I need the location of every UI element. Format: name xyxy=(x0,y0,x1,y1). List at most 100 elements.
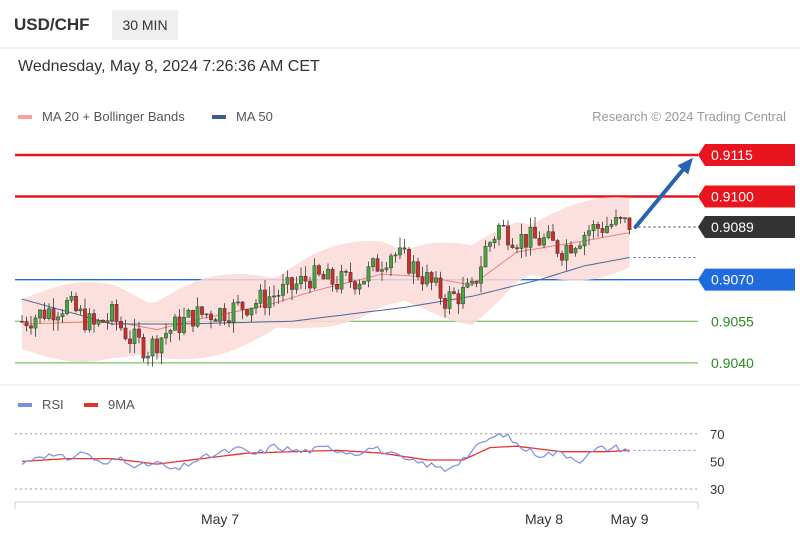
candle xyxy=(168,328,173,343)
candle xyxy=(492,236,497,249)
candle-body-bearish xyxy=(353,281,357,290)
candle-body-bearish xyxy=(524,234,528,248)
candle xyxy=(195,297,200,328)
rsi-tick-70: 70 xyxy=(710,427,724,442)
candle xyxy=(312,258,317,290)
price-legend: MA 20 + Bollinger Bands MA 50 xyxy=(18,109,273,124)
candle xyxy=(191,309,195,333)
candle-body-bearish xyxy=(330,268,335,285)
level-tag-bg xyxy=(698,185,795,208)
candle-body-bearish xyxy=(119,321,123,329)
candle xyxy=(578,242,582,250)
candle-body-bullish xyxy=(578,245,582,249)
timeframe-badge[interactable]: 30 MIN xyxy=(112,10,178,40)
candle-body-bearish xyxy=(402,247,407,250)
candle-body-bullish xyxy=(582,234,587,247)
candle xyxy=(528,217,533,256)
candle xyxy=(24,316,29,332)
candle-body-bullish xyxy=(146,355,150,359)
candle-body-bullish xyxy=(528,226,533,248)
candle xyxy=(393,252,398,263)
candle-body-bullish xyxy=(564,244,569,261)
candle-body-bearish xyxy=(20,321,24,323)
candle xyxy=(240,301,245,320)
candle xyxy=(321,270,326,280)
candle xyxy=(218,307,222,326)
legend-swatch-ma20 xyxy=(18,115,32,119)
candle xyxy=(254,299,258,315)
x-label-may8: May 8 xyxy=(525,511,563,527)
candle-body-bullish xyxy=(366,266,371,282)
candle-body-bullish xyxy=(380,269,384,272)
candle-body-bullish xyxy=(326,268,330,280)
candle xyxy=(42,302,47,321)
level-tag-0.9100: 0.9100 xyxy=(698,185,795,208)
candle-body-bearish xyxy=(213,319,218,322)
candle-body-bearish xyxy=(141,337,146,359)
candle xyxy=(609,219,614,229)
candle xyxy=(231,299,236,333)
candle-body-bearish xyxy=(560,253,564,261)
candle xyxy=(371,257,375,272)
legend-label-ma20: MA 20 + Bollinger Bands xyxy=(42,109,185,124)
candle-body-bullish xyxy=(267,296,272,309)
ma50-line xyxy=(21,257,630,325)
candle xyxy=(587,225,591,246)
x-label-may7: May 7 xyxy=(201,511,239,527)
candle-body-bearish xyxy=(74,295,78,312)
forecast-arrow-head xyxy=(677,157,693,175)
level-tag-text: 0.9055 xyxy=(711,313,754,329)
level-tag-text: 0.9040 xyxy=(711,355,754,371)
candle xyxy=(461,276,465,309)
candle xyxy=(447,285,452,315)
candle-body-bullish xyxy=(164,333,168,339)
candle-body-bullish xyxy=(281,284,285,296)
candle xyxy=(308,276,312,294)
chart-header: USD/CHF 30 MIN xyxy=(0,0,800,48)
forecast-arrow xyxy=(633,157,693,230)
candle xyxy=(186,308,191,318)
level-tag-bg xyxy=(698,143,795,166)
candle-body-bearish xyxy=(510,244,515,248)
candle-body-bullish xyxy=(186,309,191,318)
candle xyxy=(249,307,254,322)
candle-body-bullish xyxy=(231,302,236,323)
candle-body-bearish xyxy=(533,226,537,239)
candle-body-bullish xyxy=(605,226,609,233)
candle xyxy=(551,223,555,241)
candle xyxy=(222,303,227,326)
candle-body-bullish xyxy=(573,248,578,254)
candle-body-bearish xyxy=(515,247,519,249)
candle-body-bullish xyxy=(249,307,254,316)
candle xyxy=(65,297,69,316)
candle xyxy=(546,225,551,240)
candle xyxy=(438,271,443,305)
candle-body-bearish xyxy=(474,280,479,284)
candle xyxy=(87,308,92,333)
candle xyxy=(209,310,213,329)
candle xyxy=(555,239,560,258)
candle-body-bullish xyxy=(204,313,209,316)
candle-body-bullish xyxy=(542,237,546,246)
candle-body-bullish xyxy=(497,225,501,240)
candle xyxy=(416,257,420,281)
candles xyxy=(20,209,632,367)
candle-body-bearish xyxy=(627,217,632,230)
candle-body-bearish xyxy=(438,277,443,299)
candle-body-bullish xyxy=(461,286,465,305)
candle xyxy=(56,311,60,331)
candle xyxy=(348,262,353,289)
candle-body-bullish xyxy=(492,238,497,243)
rsi-9ma-line xyxy=(21,445,630,465)
rsi-tick-30: 30 xyxy=(710,482,724,497)
candle-body-bearish xyxy=(321,274,326,280)
candle-body-bullish xyxy=(339,271,344,290)
forecast-arrow-shaft xyxy=(633,168,685,230)
candle xyxy=(510,238,515,249)
candle xyxy=(515,244,519,254)
candle xyxy=(96,318,101,327)
candle-body-bearish xyxy=(600,228,605,233)
candle-body-bullish xyxy=(96,319,101,325)
legend-label-ma50: MA 50 xyxy=(236,109,273,124)
candle-body-bearish xyxy=(290,277,294,290)
